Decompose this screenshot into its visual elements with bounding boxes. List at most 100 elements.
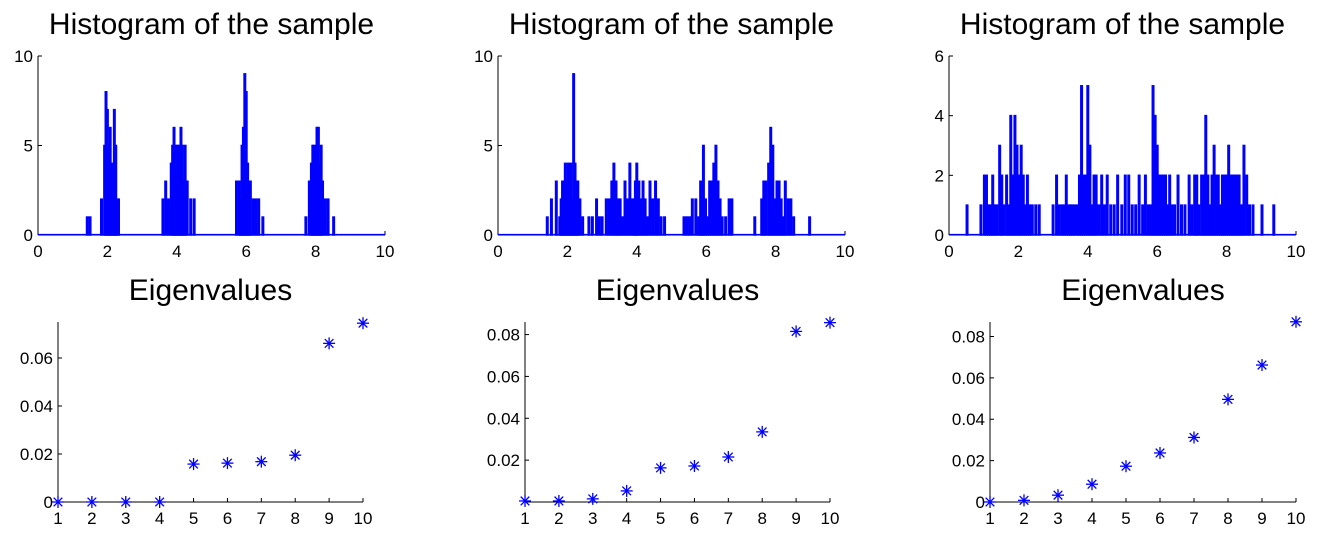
x-tick-label: 10 <box>376 242 395 261</box>
histogram-bar <box>694 198 698 236</box>
eigenvalue-point <box>119 496 132 508</box>
histogram-bar <box>635 162 639 236</box>
x-tick-label: 10 <box>821 509 840 528</box>
histogram-bar <box>100 198 103 236</box>
histogram-bar <box>1216 174 1220 236</box>
histogram-bar <box>786 198 790 236</box>
histogram-bar <box>307 180 311 236</box>
histogram-bar <box>720 216 724 236</box>
eigenvalue-point <box>1052 489 1064 502</box>
histogram-bar <box>623 180 627 236</box>
x-tick-label: 5 <box>189 509 198 528</box>
y-tick-label: 0.08 <box>487 326 520 345</box>
x-tick-label: 6 <box>241 242 250 261</box>
eigenvalue-point <box>620 484 633 497</box>
eigenvalue-point <box>586 492 599 505</box>
histogram-bar <box>625 198 629 236</box>
x-tick-label: 2 <box>1019 509 1028 528</box>
histogram-bar <box>88 216 92 236</box>
histogram-bar <box>117 198 120 236</box>
histogram-bar <box>1173 204 1177 236</box>
histogram-bar <box>1134 204 1138 236</box>
histogram-bar <box>590 216 594 236</box>
histogram-bar <box>1080 85 1084 236</box>
histogram-bar <box>1146 204 1150 236</box>
x-tick-label: 6 <box>690 509 699 528</box>
x-tick-label: 6 <box>1152 242 1161 261</box>
x-tick-label: 2 <box>87 509 96 528</box>
histogram-bar <box>1002 204 1006 236</box>
x-tick-label: 8 <box>771 242 780 261</box>
histogram-bar <box>1166 204 1170 236</box>
histogram-bar <box>656 198 660 236</box>
eigenvalue-panel-2: Eigenvalues 1 2 3 4 5 6 7 8 9 10 0.02 0.04 0.06 0.08 <box>487 274 840 528</box>
eigenvalue-point <box>1188 431 1200 444</box>
histogram-bar <box>783 180 787 236</box>
histogram-bar <box>779 198 783 236</box>
x-tick-label: 1 <box>53 509 62 528</box>
histogram-bar <box>1204 114 1208 236</box>
y-tick-label: 0.02 <box>20 445 53 464</box>
histogram-bar <box>1183 204 1187 236</box>
histogram-bar <box>685 216 689 236</box>
histogram-bar <box>753 216 757 236</box>
y-tick-label: 0 <box>935 226 944 245</box>
x-tick-label: 6 <box>223 509 232 528</box>
histogram-bar <box>1245 174 1249 236</box>
x-tick-label: 7 <box>257 509 266 528</box>
histogram-bar <box>764 180 768 236</box>
histogram-bar <box>984 174 988 236</box>
histogram-bar <box>1011 174 1015 236</box>
x-tick-label: 0 <box>33 242 42 261</box>
histogram-bar <box>1062 204 1066 236</box>
histogram-bar <box>808 216 812 236</box>
histogram-bar <box>1055 174 1059 236</box>
histogram-bar <box>682 216 686 236</box>
histogram-bar <box>1060 204 1064 236</box>
histogram-bar <box>630 198 634 236</box>
histogram-bar <box>1210 174 1214 236</box>
histogram-bar <box>576 180 580 236</box>
histogram-bar <box>1260 204 1264 236</box>
histogram-bar <box>1149 204 1153 236</box>
histogram-bar <box>1105 174 1109 236</box>
histogram-panel-1: Histogram of the sample 0 2 4 6 8 10 0 5 10 <box>14 8 394 261</box>
histogram-bar <box>321 180 325 236</box>
x-tick-label: 10 <box>836 242 855 261</box>
histogram-bar <box>1102 204 1106 236</box>
histogram-bar <box>554 180 558 236</box>
histogram-bar <box>727 198 731 236</box>
histogram-bar <box>792 216 796 236</box>
histogram-bar <box>610 180 614 236</box>
chart-title: Eigenvalues <box>1061 274 1224 307</box>
histogram-bar <box>1195 174 1199 236</box>
histogram-bar <box>183 144 187 236</box>
y-tick-label: 0.02 <box>487 451 520 470</box>
histogram-bar <box>773 198 777 236</box>
x-tick-label: 2 <box>563 242 572 261</box>
y-tick-label: 0.06 <box>487 367 520 386</box>
histogram-bar <box>549 198 553 236</box>
histogram-bar <box>1009 114 1013 236</box>
histogram-bar <box>1170 204 1174 236</box>
x-tick-label: 0 <box>944 242 953 261</box>
histogram-bar <box>1123 174 1127 236</box>
histogram-bar <box>1153 114 1157 236</box>
histogram-bar <box>1223 174 1227 236</box>
histogram-bar <box>1030 204 1034 236</box>
histogram-bar <box>991 174 995 236</box>
x-tick-label: 4 <box>1083 242 1092 261</box>
histogram-bar <box>1094 174 1098 236</box>
eigenvalue-point <box>289 449 302 462</box>
x-tick-label: 4 <box>622 509 631 528</box>
eigenvalue-point <box>221 457 234 470</box>
histogram-bar <box>1073 204 1077 236</box>
histogram-bar <box>1007 204 1011 236</box>
eigenvalue-point <box>357 317 369 330</box>
histogram-bar <box>600 216 604 236</box>
histogram-bar <box>1057 204 1061 236</box>
histogram-bar <box>659 216 663 236</box>
histogram-bar <box>1019 144 1023 236</box>
histogram-bar <box>1075 204 1079 236</box>
histogram-bar <box>639 198 643 236</box>
